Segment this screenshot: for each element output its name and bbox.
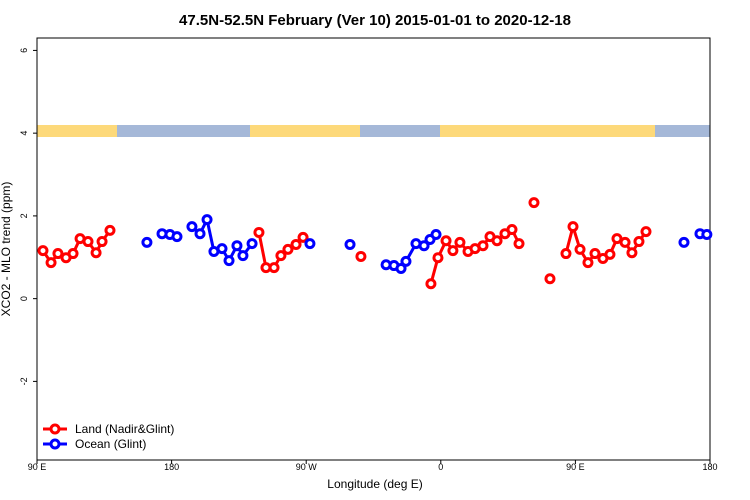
data-point	[194, 228, 206, 240]
x-tick-label: 90 W	[296, 462, 318, 472]
data-point	[513, 238, 525, 250]
data-point	[344, 238, 356, 250]
legend-label: Ocean (Glint)	[75, 437, 146, 451]
data-point	[582, 257, 594, 269]
y-axis-label: XCO2 - MLO trend (ppm)	[0, 182, 13, 317]
data-point	[528, 197, 540, 209]
y-tick-label: 4	[19, 131, 29, 136]
data-point	[96, 236, 108, 248]
data-point	[574, 243, 586, 255]
map-strip	[37, 125, 710, 137]
data-point	[619, 236, 631, 248]
data-point	[52, 248, 64, 260]
data-point	[37, 245, 49, 257]
data-point	[395, 262, 407, 274]
data-point	[440, 235, 452, 247]
y-tick-label: 2	[19, 213, 29, 218]
x-tick-label: 90 E	[28, 462, 47, 472]
data-point	[171, 231, 183, 243]
data-point	[604, 248, 616, 260]
y-tick-label: 6	[19, 48, 29, 53]
data-point	[611, 233, 623, 245]
data-point	[216, 243, 228, 255]
data-point	[425, 278, 437, 290]
data-point	[626, 247, 638, 259]
data-point	[506, 224, 518, 236]
data-point	[544, 273, 556, 285]
x-axis-label: Longitude (deg E)	[327, 477, 422, 491]
x-tick-label: 180	[702, 462, 717, 472]
data-point	[246, 238, 258, 250]
data-point	[223, 255, 235, 267]
data-point	[454, 236, 466, 248]
data-point	[186, 221, 198, 233]
data-point	[701, 229, 713, 241]
chart-title: 47.5N-52.5N February (Ver 10) 2015-01-01…	[179, 12, 571, 29]
data-point	[432, 252, 444, 264]
data-point	[282, 243, 294, 255]
x-tick-label: 0	[438, 462, 443, 472]
data-point	[253, 226, 265, 238]
y-tick-label: 0	[19, 296, 29, 301]
data-point	[477, 240, 489, 252]
x-tick-label: 180	[164, 462, 179, 472]
legend-marker	[49, 423, 61, 435]
data-point	[90, 247, 102, 259]
data-point	[275, 250, 287, 262]
data-point	[418, 240, 430, 252]
data-point	[45, 257, 57, 269]
data-point	[355, 250, 367, 262]
data-point	[400, 255, 412, 267]
data-point	[589, 248, 601, 260]
data-point	[237, 250, 249, 262]
data-point	[141, 236, 153, 248]
y-tick-label: -2	[19, 377, 29, 385]
data-point	[633, 236, 645, 248]
data-point	[290, 238, 302, 250]
series-line	[41, 221, 648, 285]
x-tick-label: 90 E	[566, 462, 585, 472]
data-point	[268, 262, 280, 274]
data-point	[67, 248, 79, 260]
data-point	[201, 214, 213, 226]
legend-marker	[49, 438, 61, 450]
data-point	[567, 221, 579, 233]
data-point	[678, 236, 690, 248]
data-point	[104, 224, 116, 236]
data-point	[231, 240, 243, 252]
legend-label: Land (Nadir&Glint)	[75, 422, 174, 436]
data-point	[491, 235, 503, 247]
data-point	[447, 245, 459, 257]
data-point	[430, 229, 442, 241]
data-point	[640, 226, 652, 238]
plot-frame	[36, 37, 711, 461]
data-point	[304, 238, 316, 250]
data-point	[82, 236, 94, 248]
data-point	[560, 248, 572, 260]
data-point	[297, 231, 309, 243]
